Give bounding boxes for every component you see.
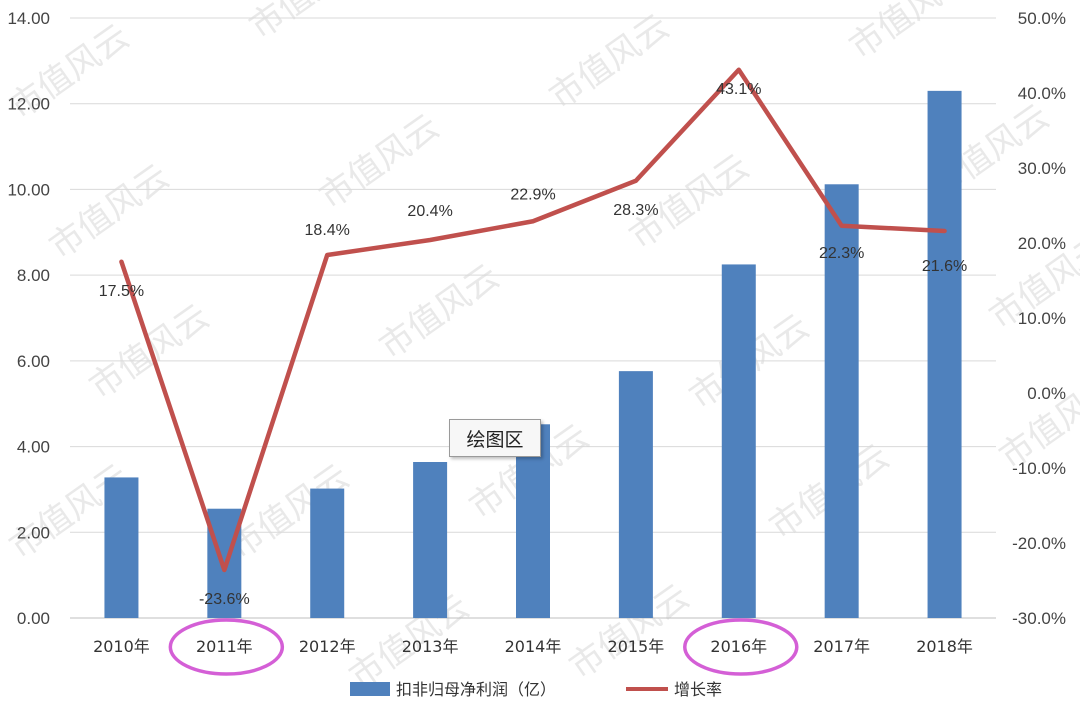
highlight-ellipses: [168, 618, 799, 676]
bar: [618, 371, 653, 618]
bar: [413, 462, 448, 618]
x-tick-label: 2011年: [196, 637, 253, 656]
legend-bar-swatch: [350, 682, 390, 696]
watermark-text: 市值风云: [372, 257, 506, 368]
right-tick-label: 0.0%: [1027, 384, 1066, 403]
line-series: [119, 67, 947, 573]
x-tick-label: 2014年: [505, 637, 562, 656]
legend-bar-label: 扣非归母净利润（亿）: [396, 680, 556, 699]
right-tick-label: -10.0%: [1012, 459, 1066, 478]
x-tick-label: 2015年: [608, 637, 665, 656]
highlight-ellipse: [168, 618, 285, 676]
bar: [310, 488, 345, 618]
watermark-text: 市值风云: [42, 157, 176, 268]
left-tick-label: 2.00: [17, 523, 50, 542]
watermark-text: 市值风云: [312, 107, 446, 218]
x-axis: 2010年 2011年 2012年 2013年 2014年 2015年 2016年 2017年…: [93, 637, 973, 656]
bar-series: [104, 90, 962, 619]
data-label: 22.3%: [819, 245, 864, 262]
left-axis: 0.00 2.00 4.00 6.00 8.00 10.00 12.00 14.00: [7, 9, 50, 628]
watermark-text: 市值风云: [842, 0, 976, 67]
data-label: 17.5%: [99, 283, 144, 300]
x-tick-label: 2013年: [402, 637, 459, 656]
plot-area-tooltip: 绘图区: [449, 419, 541, 457]
right-tick-label: 30.0%: [1018, 159, 1066, 178]
data-label: 28.3%: [613, 202, 658, 219]
legend-line-label: 增长率: [674, 680, 722, 699]
left-tick-label: 12.00: [7, 95, 50, 114]
left-tick-label: 0.00: [17, 609, 50, 628]
data-label: 43.1%: [716, 81, 761, 98]
bar: [824, 184, 859, 619]
data-label: 22.9%: [510, 186, 555, 203]
left-tick-label: 8.00: [17, 266, 50, 285]
right-tick-label: 40.0%: [1018, 84, 1066, 103]
watermark-text: 市值风云: [242, 0, 376, 47]
x-tick-label: 2016年: [710, 637, 767, 656]
bar: [104, 477, 139, 618]
right-tick-label: 50.0%: [1018, 9, 1066, 28]
watermark-text: 市值风云: [542, 7, 676, 118]
x-tick-label: 2018年: [916, 637, 973, 656]
data-label: 21.6%: [922, 258, 967, 275]
left-tick-label: 10.00: [7, 180, 50, 199]
right-tick-label: -30.0%: [1012, 609, 1066, 628]
data-label: 18.4%: [305, 222, 350, 239]
right-tick-label: 20.0%: [1018, 234, 1066, 253]
highlight-ellipse: [683, 618, 799, 676]
data-label: -23.6%: [199, 591, 250, 608]
x-tick-label: 2012年: [299, 637, 356, 656]
right-tick-label: -20.0%: [1012, 534, 1066, 553]
x-tick-label: 2010年: [93, 637, 150, 656]
right-axis: -30.0% -20.0% -10.0% 0.0% 10.0% 20.0% 30.0% 40.…: [1012, 9, 1066, 628]
data-label: 20.4%: [407, 203, 452, 220]
growth-line: [119, 67, 947, 573]
bar: [721, 264, 756, 618]
legend: 扣非归母净利润（亿） 增长率: [350, 680, 722, 699]
left-tick-label: 6.00: [17, 352, 50, 371]
left-tick-label: 14.00: [7, 9, 50, 28]
bar: [927, 90, 962, 619]
x-tick-label: 2017年: [813, 637, 870, 656]
line-data-labels: 17.5% -23.6% 18.4% 20.4% 22.9% 28.3% 43.1% 22.3…: [99, 81, 967, 608]
left-tick-label: 4.00: [17, 438, 50, 457]
right-tick-label: 10.0%: [1018, 309, 1066, 328]
